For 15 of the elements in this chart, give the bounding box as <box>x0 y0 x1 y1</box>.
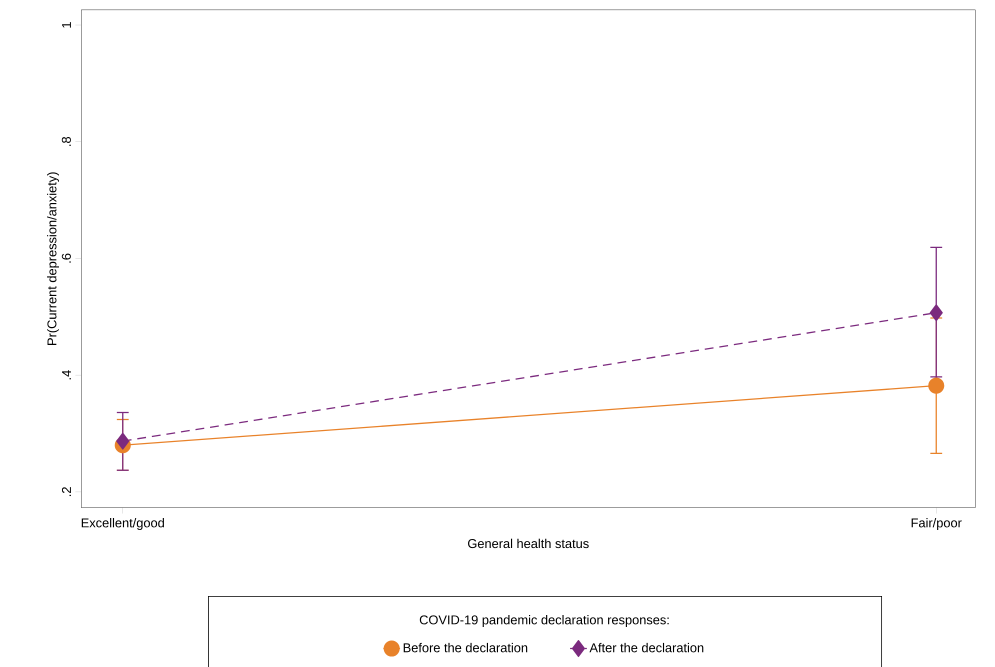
y-tick-label: .2 <box>62 487 71 496</box>
x-tick-label: Excellent/good <box>82 518 164 530</box>
y-tick-label: 1 <box>62 22 71 28</box>
legend-label: After the declaration <box>589 642 704 652</box>
x-tick-label: Fair/poor <box>912 518 962 530</box>
point <box>928 377 944 394</box>
y-tick-label: .6 <box>62 254 71 262</box>
y-tick-label: .8 <box>62 136 71 146</box>
y-tick-label: .4 <box>62 370 71 380</box>
legend-title: COVID-19 pandemic declaration responses: <box>420 614 669 627</box>
legend-label: Before the declaration <box>404 642 528 652</box>
point <box>930 304 943 322</box>
point <box>116 432 130 450</box>
y-axis-title: Pr(Current depression/anxiety) <box>47 172 59 345</box>
x-axis-title: General health status <box>468 538 589 548</box>
